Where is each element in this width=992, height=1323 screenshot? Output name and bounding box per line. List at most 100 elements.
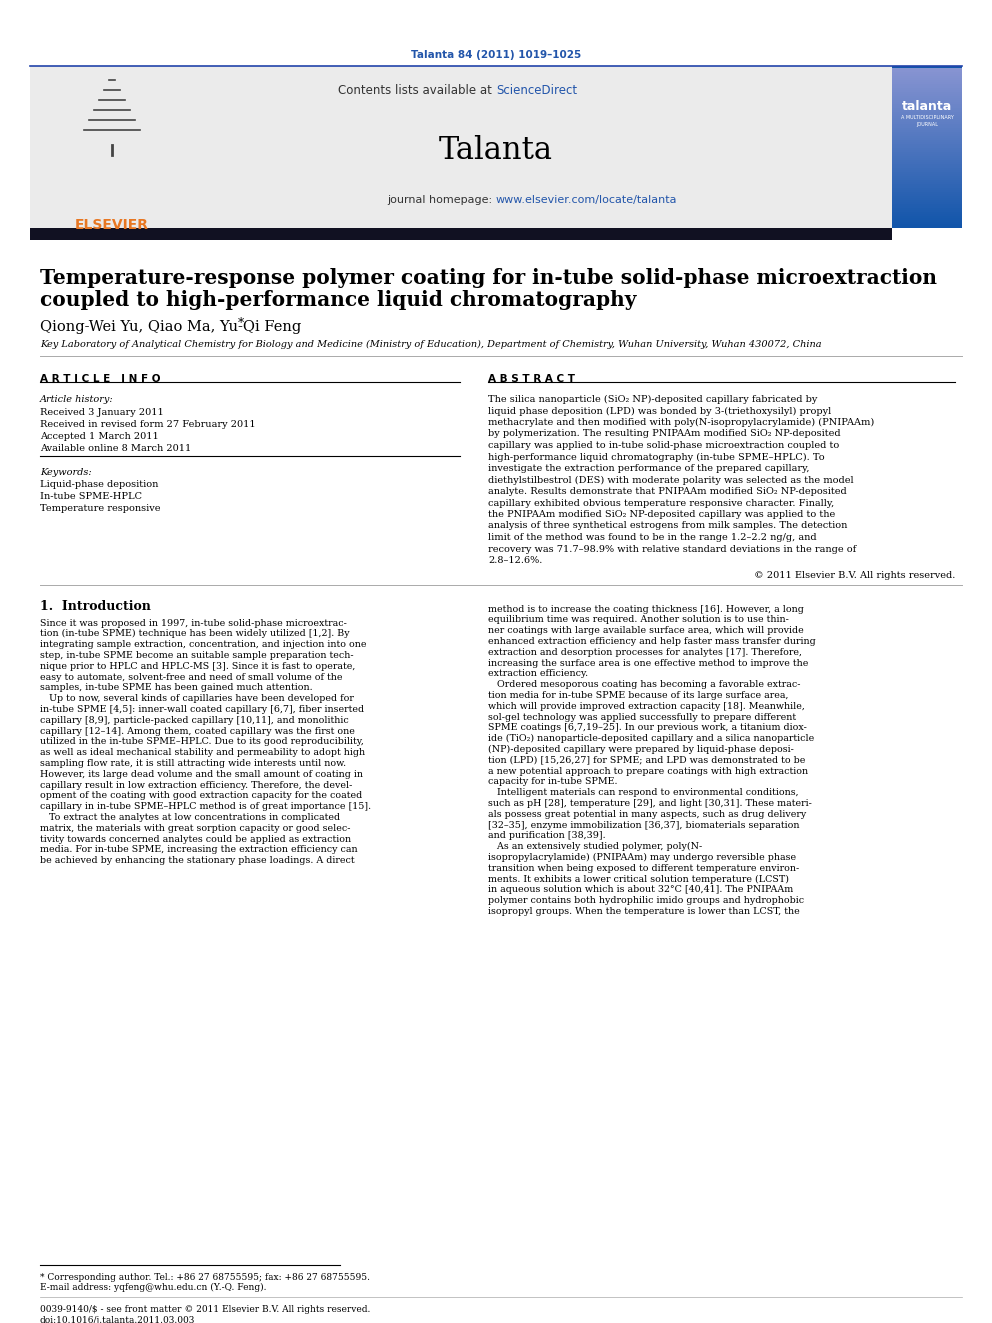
Text: a new potential approach to prepare coatings with high extraction: a new potential approach to prepare coat… — [488, 766, 808, 775]
Text: A B S T R A C T: A B S T R A C T — [488, 374, 575, 384]
Text: Contents lists available at: Contents lists available at — [338, 83, 496, 97]
Text: and purification [38,39].: and purification [38,39]. — [488, 831, 606, 840]
Bar — [892, 79, 962, 82]
Text: extraction and desorption processes for analytes [17]. Therefore,: extraction and desorption processes for … — [488, 648, 802, 656]
Bar — [892, 140, 962, 142]
Bar — [892, 194, 962, 196]
Bar — [892, 198, 962, 200]
Bar — [892, 128, 962, 130]
Text: recovery was 71.7–98.9% with relative standard deviations in the range of: recovery was 71.7–98.9% with relative st… — [488, 545, 856, 553]
Bar — [892, 176, 962, 179]
Text: such as pH [28], temperature [29], and light [30,31]. These materi-: such as pH [28], temperature [29], and l… — [488, 799, 811, 808]
Bar — [892, 179, 962, 180]
Text: diethylstilbestrol (DES) with moderate polarity was selected as the model: diethylstilbestrol (DES) with moderate p… — [488, 475, 854, 484]
Text: Talanta 84 (2011) 1019–1025: Talanta 84 (2011) 1019–1025 — [411, 50, 581, 60]
Text: Liquid-phase deposition: Liquid-phase deposition — [40, 480, 159, 490]
Bar — [892, 169, 962, 172]
Bar — [892, 226, 962, 228]
Text: 1.  Introduction: 1. Introduction — [40, 601, 151, 614]
Text: Available online 8 March 2011: Available online 8 March 2011 — [40, 445, 191, 452]
Bar — [892, 184, 962, 187]
Bar — [892, 90, 962, 93]
Text: Temperature responsive: Temperature responsive — [40, 504, 161, 513]
Bar — [892, 134, 962, 136]
Text: *: * — [238, 318, 244, 329]
Bar — [892, 210, 962, 212]
Text: capillary [12–14]. Among them, coated capillary was the first one: capillary [12–14]. Among them, coated ca… — [40, 726, 355, 736]
Bar — [892, 216, 962, 218]
Bar — [892, 67, 962, 70]
Text: extraction efficiency.: extraction efficiency. — [488, 669, 588, 679]
Text: 2.8–12.6%.: 2.8–12.6%. — [488, 556, 543, 565]
Text: capillary [8,9], particle-packed capillary [10,11], and monolithic: capillary [8,9], particle-packed capilla… — [40, 716, 349, 725]
Text: Keywords:: Keywords: — [40, 468, 91, 478]
Bar — [892, 138, 962, 140]
Bar — [892, 74, 962, 75]
Text: Key Laboratory of Analytical Chemistry for Biology and Medicine (Ministry of Edu: Key Laboratory of Analytical Chemistry f… — [40, 340, 821, 349]
Text: in-tube SPME [4,5]: inner-wall coated capillary [6,7], fiber inserted: in-tube SPME [4,5]: inner-wall coated ca… — [40, 705, 364, 714]
Text: ner coatings with large available surface area, which will provide: ner coatings with large available surfac… — [488, 626, 804, 635]
Text: liquid phase deposition (LPD) was bonded by 3-(triethoxysilyl) propyl: liquid phase deposition (LPD) was bonded… — [488, 406, 831, 415]
Bar — [892, 204, 962, 206]
Bar — [892, 149, 962, 152]
Text: isopropyl groups. When the temperature is lower than LCST, the: isopropyl groups. When the temperature i… — [488, 906, 800, 916]
Bar — [892, 188, 962, 191]
Text: ide (TiO₂) nanoparticle-deposited capillary and a silica nanoparticle: ide (TiO₂) nanoparticle-deposited capill… — [488, 734, 814, 744]
Text: coupled to high-performance liquid chromatography: coupled to high-performance liquid chrom… — [40, 290, 637, 310]
Bar — [892, 120, 962, 122]
Text: equilibrium time was required. Another solution is to use thin-: equilibrium time was required. Another s… — [488, 615, 789, 624]
Bar — [892, 142, 962, 144]
Bar — [892, 78, 962, 79]
Text: opment of the coating with good extraction capacity for the coated: opment of the coating with good extracti… — [40, 791, 362, 800]
Text: increasing the surface area is one effective method to improve the: increasing the surface area is one effec… — [488, 659, 808, 668]
Bar — [892, 66, 962, 228]
Text: als possess great potential in many aspects, such as drug delivery: als possess great potential in many aspe… — [488, 810, 806, 819]
Bar — [892, 75, 962, 78]
Bar — [892, 97, 962, 98]
Bar — [30, 228, 892, 239]
Text: enhanced extraction efficiency and help faster mass transfer during: enhanced extraction efficiency and help … — [488, 636, 815, 646]
Text: Intelligent materials can respond to environmental conditions,: Intelligent materials can respond to env… — [488, 789, 799, 796]
Text: However, its large dead volume and the small amount of coating in: However, its large dead volume and the s… — [40, 770, 363, 779]
Bar — [892, 183, 962, 184]
Bar — [892, 105, 962, 106]
Text: Accepted 1 March 2011: Accepted 1 March 2011 — [40, 433, 159, 441]
Bar — [892, 222, 962, 224]
Text: sampling flow rate, it is still attracting wide interests until now.: sampling flow rate, it is still attracti… — [40, 759, 346, 767]
Bar — [892, 172, 962, 175]
Text: Received in revised form 27 February 2011: Received in revised form 27 February 201… — [40, 419, 256, 429]
Text: ScienceDirect: ScienceDirect — [496, 83, 577, 97]
Bar — [892, 208, 962, 210]
Text: capillary in in-tube SPME–HPLC method is of great importance [15].: capillary in in-tube SPME–HPLC method is… — [40, 802, 371, 811]
Bar — [892, 175, 962, 176]
Bar — [892, 156, 962, 157]
Bar — [892, 206, 962, 208]
Bar — [892, 112, 962, 114]
Text: investigate the extraction performance of the prepared capillary,: investigate the extraction performance o… — [488, 464, 809, 474]
Bar — [892, 180, 962, 183]
Bar — [892, 165, 962, 168]
Bar — [892, 106, 962, 108]
Bar — [892, 93, 962, 94]
Text: To extract the analytes at low concentrations in complicated: To extract the analytes at low concentra… — [40, 812, 340, 822]
Bar — [892, 108, 962, 110]
Text: analyte. Results demonstrate that PNIPAAm modified SiO₂ NP-deposited: analyte. Results demonstrate that PNIPAA… — [488, 487, 847, 496]
Bar — [892, 220, 962, 222]
Text: polymer contains both hydrophilic imido groups and hydrophobic: polymer contains both hydrophilic imido … — [488, 896, 805, 905]
Text: tivity towards concerned analytes could be applied as extraction: tivity towards concerned analytes could … — [40, 835, 351, 844]
Bar — [892, 98, 962, 101]
Text: The silica nanoparticle (SiO₂ NP)-deposited capillary fabricated by: The silica nanoparticle (SiO₂ NP)-deposi… — [488, 396, 817, 404]
Bar — [892, 192, 962, 194]
Bar — [892, 214, 962, 216]
Text: SPME coatings [6,7,19–25]. In our previous work, a titanium diox-: SPME coatings [6,7,19–25]. In our previo… — [488, 724, 806, 733]
Text: utilized in the in-tube SPME–HPLC. Due to its good reproducibility,: utilized in the in-tube SPME–HPLC. Due t… — [40, 737, 364, 746]
Text: limit of the method was found to be in the range 1.2–2.2 ng/g, and: limit of the method was found to be in t… — [488, 533, 816, 542]
Text: tion (LPD) [15,26,27] for SPME; and LPD was demonstrated to be: tion (LPD) [15,26,27] for SPME; and LPD … — [488, 755, 806, 765]
Text: As an extensively studied polymer, poly(N-: As an extensively studied polymer, poly(… — [488, 843, 702, 851]
Bar — [892, 110, 962, 112]
Bar — [892, 82, 962, 83]
Bar — [892, 130, 962, 132]
Text: methacrylate and then modified with poly(N-isopropylacrylamide) (PNIPAAm): methacrylate and then modified with poly… — [488, 418, 874, 427]
Text: 0039-9140/$ - see front matter © 2011 Elsevier B.V. All rights reserved.: 0039-9140/$ - see front matter © 2011 El… — [40, 1304, 370, 1314]
Bar — [892, 218, 962, 220]
